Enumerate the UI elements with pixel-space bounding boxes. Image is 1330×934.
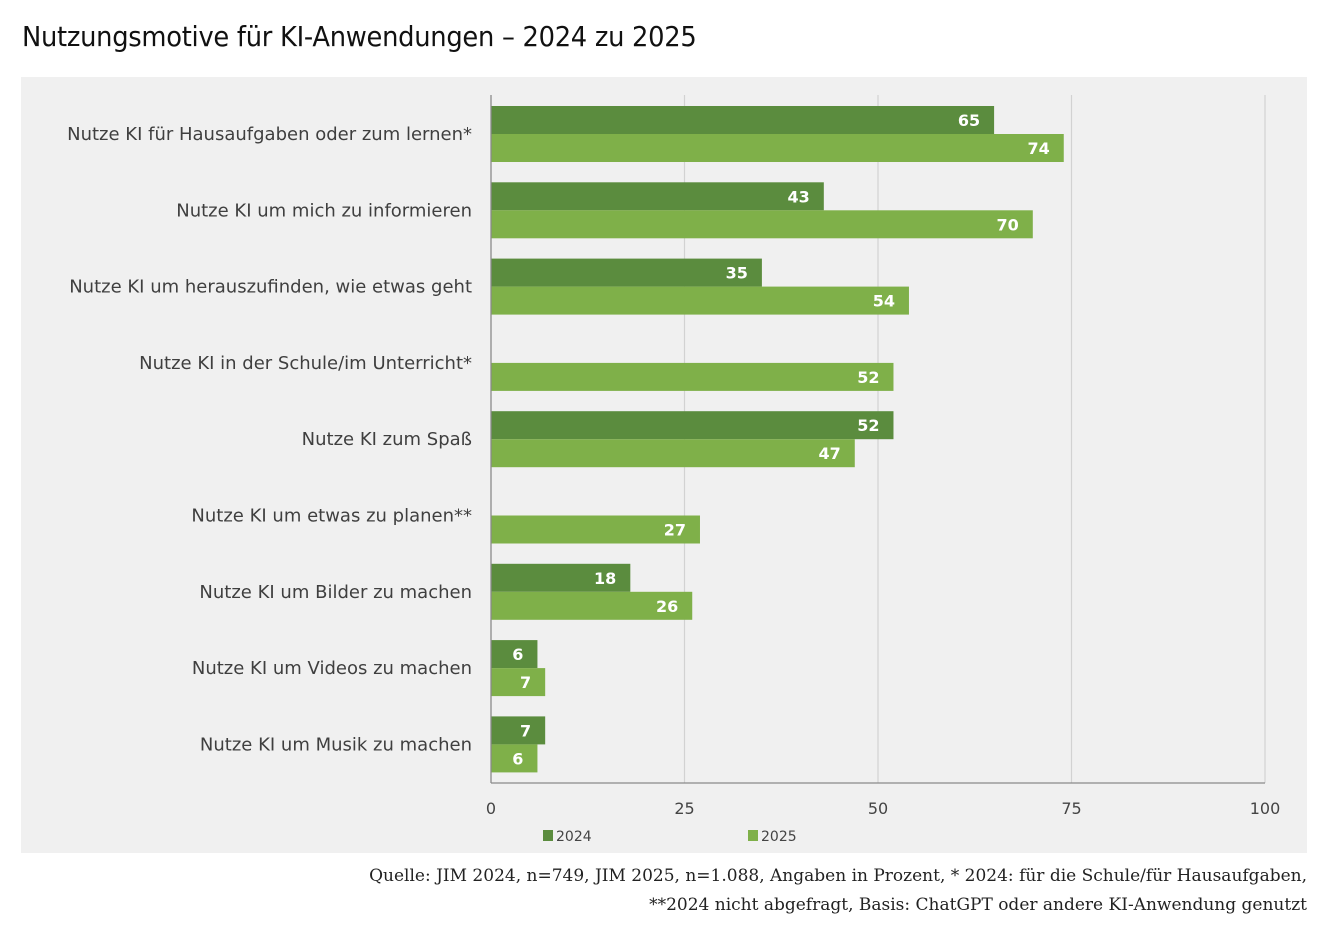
bar-2025-0 xyxy=(491,134,1064,162)
value-label-2025-0: 74 xyxy=(1027,139,1049,158)
value-label-2025-7: 7 xyxy=(520,673,531,692)
bar-2025-8 xyxy=(491,744,538,773)
axes: 0 25 50 75 100 xyxy=(486,95,1280,818)
legend: 2024 2025 xyxy=(543,829,797,845)
bar-2024-4 xyxy=(491,411,894,440)
category-label-0: Nutze KI für Hausaufgaben oder zum lerne… xyxy=(67,124,472,145)
value-label-2024-6: 18 xyxy=(594,569,616,588)
legend-swatch-2025 xyxy=(748,830,758,841)
bar-2025-7 xyxy=(491,668,546,697)
source-footnote: Quelle: JIM 2024, n=749, JIM 2025, n=1.0… xyxy=(369,862,1307,920)
category-label-2: Nutze KI um herauszufinden, wie etwas ge… xyxy=(69,277,472,298)
bar-2024-0 xyxy=(491,106,995,134)
value-label-2025-4: 47 xyxy=(819,444,841,463)
category-label-1: Nutze KI um mich zu informieren xyxy=(176,200,472,221)
value-label-2024-8: 7 xyxy=(520,721,531,740)
value-label-2024-4: 52 xyxy=(857,416,879,435)
legend-swatch-2024 xyxy=(543,830,553,841)
x-tick-label-50: 50 xyxy=(868,799,888,818)
value-label-2025-8: 6 xyxy=(512,749,523,768)
footnote-line-2: **2024 nicht abgefragt, Basis: ChatGPT o… xyxy=(649,895,1307,915)
category-labels: Nutze KI für Hausaufgaben oder zum lerne… xyxy=(67,124,472,755)
value-label-2025-5: 27 xyxy=(664,521,686,540)
bar-2024-2 xyxy=(491,258,762,287)
legend-label-2025: 2025 xyxy=(761,829,797,845)
value-label-2025-3: 52 xyxy=(857,368,879,387)
value-label-2024-0: 65 xyxy=(958,111,980,130)
category-label-4: Nutze KI zum Spaß xyxy=(302,429,472,450)
chart-panel: 65 74 43 70 35 54 52 52 47 27 18 26 6 7 7 6 0 25 50 75 100 … xyxy=(21,77,1307,853)
bar-2025-1 xyxy=(491,210,1033,239)
x-tick-label-25: 25 xyxy=(674,799,694,818)
bar-2025-5 xyxy=(491,515,700,544)
category-label-6: Nutze KI um Bilder zu machen xyxy=(199,582,472,603)
value-label-2025-6: 26 xyxy=(656,597,678,616)
bar-2024-8 xyxy=(491,716,546,745)
x-tick-label-0: 0 xyxy=(486,799,496,818)
value-label-2025-1: 70 xyxy=(997,215,1019,234)
category-label-7: Nutze KI um Videos zu machen xyxy=(192,658,472,679)
legend-label-2024: 2024 xyxy=(556,829,592,845)
x-tick-label-75: 75 xyxy=(1061,799,1081,818)
chart-title: Nutzungsmotive für KI-Anwendungen – 2024… xyxy=(22,20,697,53)
bar-2025-4 xyxy=(491,439,855,468)
bar-2025-3 xyxy=(491,362,894,391)
bar-2024-7 xyxy=(491,640,538,669)
value-label-2025-2: 54 xyxy=(873,292,895,311)
category-label-5: Nutze KI um etwas zu planen** xyxy=(191,506,472,527)
value-label-2024-2: 35 xyxy=(726,264,748,283)
category-label-3: Nutze KI in der Schule/im Unterricht* xyxy=(139,353,472,374)
value-label-2024-1: 43 xyxy=(788,187,810,206)
bar-2025-2 xyxy=(491,286,909,315)
bar-2025-6 xyxy=(491,591,693,620)
x-tick-label-100: 100 xyxy=(1250,799,1281,818)
bar-2024-1 xyxy=(491,182,824,211)
category-label-8: Nutze KI um Musik zu machen xyxy=(200,734,472,755)
bar-2024-6 xyxy=(491,563,631,592)
value-label-2024-7: 6 xyxy=(512,645,523,664)
bars: 65 74 43 70 35 54 52 52 47 27 18 26 6 7 7 6 xyxy=(491,106,1064,773)
footnote-line-1: Quelle: JIM 2024, n=749, JIM 2025, n=1.0… xyxy=(369,866,1307,886)
